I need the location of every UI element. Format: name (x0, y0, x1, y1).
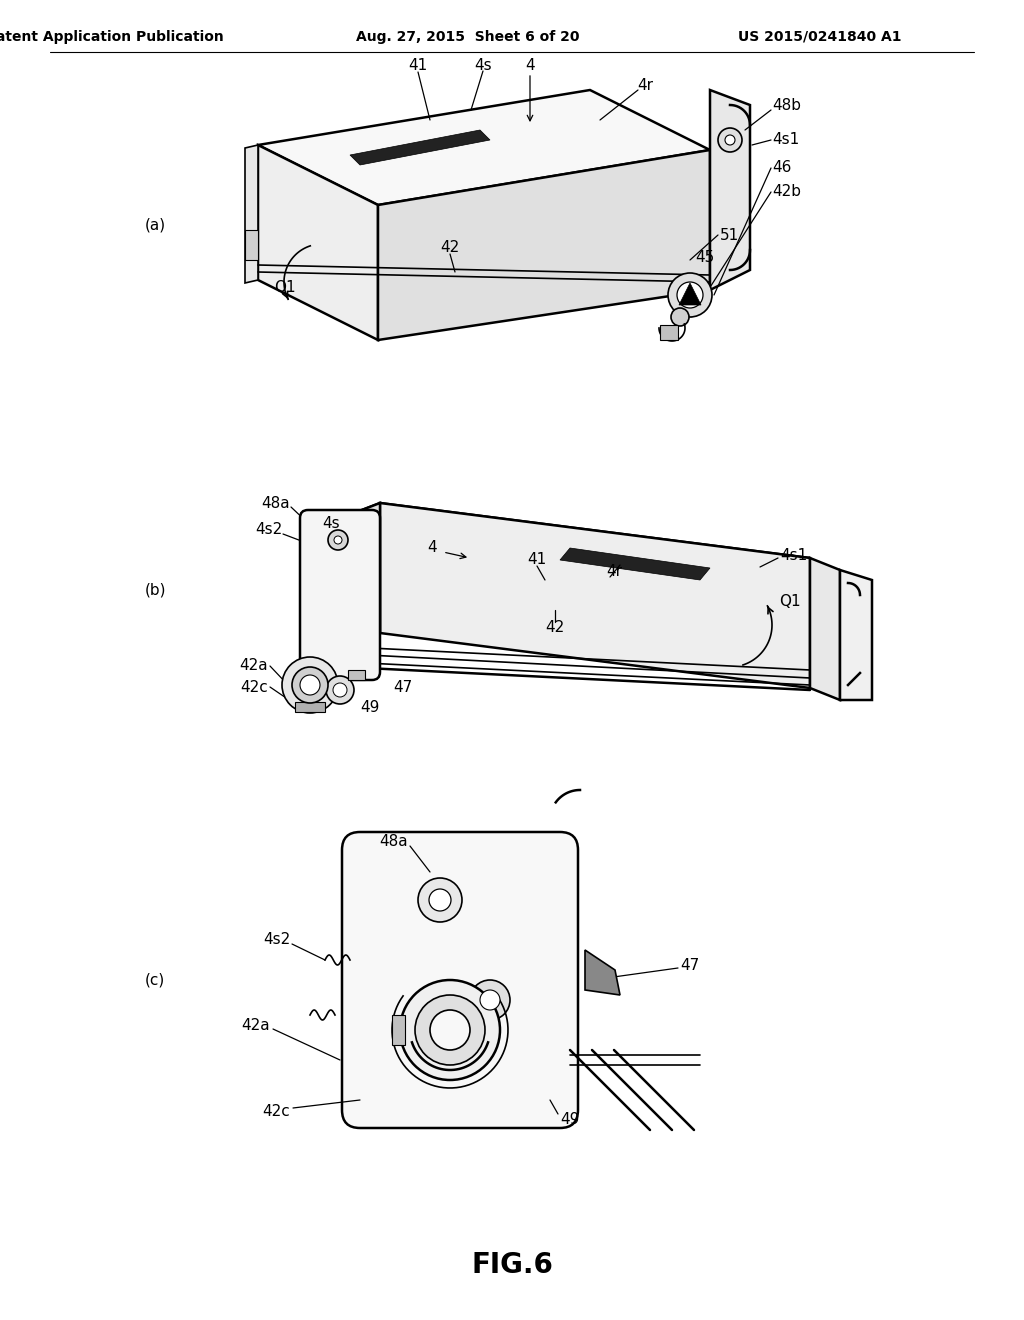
Text: US 2015/0241840 A1: US 2015/0241840 A1 (738, 30, 902, 44)
Polygon shape (380, 503, 810, 688)
Circle shape (668, 273, 712, 317)
Polygon shape (710, 90, 750, 290)
Polygon shape (245, 230, 258, 260)
Circle shape (333, 682, 347, 697)
Polygon shape (679, 282, 701, 305)
Text: 46: 46 (772, 161, 792, 176)
Circle shape (677, 282, 703, 308)
FancyBboxPatch shape (300, 510, 380, 680)
Text: 42c: 42c (241, 680, 268, 694)
Circle shape (480, 990, 500, 1010)
Polygon shape (310, 503, 810, 585)
Text: (b): (b) (144, 582, 166, 598)
Text: 49: 49 (560, 1113, 580, 1127)
Polygon shape (350, 129, 490, 165)
Text: Patent Application Publication: Patent Application Publication (0, 30, 224, 44)
Polygon shape (348, 671, 365, 680)
Circle shape (300, 675, 319, 696)
Text: 4r: 4r (606, 565, 622, 579)
Text: 48a: 48a (261, 495, 290, 511)
Text: 48b: 48b (772, 98, 801, 112)
Text: Q1: Q1 (779, 594, 801, 610)
Polygon shape (810, 558, 840, 700)
Circle shape (725, 135, 735, 145)
Circle shape (671, 308, 689, 326)
Text: 4s2: 4s2 (263, 932, 290, 948)
Polygon shape (310, 503, 380, 660)
Circle shape (400, 979, 500, 1080)
Circle shape (415, 995, 485, 1065)
Text: FIG.6: FIG.6 (471, 1251, 553, 1279)
Text: 4s: 4s (474, 58, 492, 73)
Text: 42a: 42a (240, 659, 268, 673)
Polygon shape (585, 950, 620, 995)
Circle shape (718, 128, 742, 152)
Text: 51: 51 (720, 227, 739, 243)
Polygon shape (840, 570, 872, 700)
Text: (a): (a) (144, 218, 166, 232)
Text: 41: 41 (527, 553, 547, 568)
Text: 47: 47 (680, 957, 699, 973)
Text: 4s1: 4s1 (780, 548, 807, 562)
Text: 49: 49 (360, 700, 380, 714)
Circle shape (334, 536, 342, 544)
Circle shape (326, 676, 354, 704)
Polygon shape (245, 145, 258, 282)
Circle shape (282, 657, 338, 713)
Circle shape (292, 667, 328, 704)
Text: 4s1: 4s1 (772, 132, 800, 148)
FancyBboxPatch shape (342, 832, 578, 1129)
Circle shape (430, 1010, 470, 1049)
Polygon shape (560, 548, 710, 579)
Text: 4r: 4r (637, 78, 653, 92)
Text: 42: 42 (440, 240, 460, 256)
Text: 42c: 42c (262, 1105, 290, 1119)
Text: Aug. 27, 2015  Sheet 6 of 20: Aug. 27, 2015 Sheet 6 of 20 (356, 30, 580, 44)
Text: 47: 47 (393, 681, 413, 696)
Text: 42a: 42a (242, 1018, 270, 1032)
Text: 42b: 42b (772, 185, 801, 199)
Text: Q1: Q1 (274, 280, 296, 294)
Text: 4: 4 (427, 540, 437, 554)
Text: 41: 41 (409, 58, 428, 73)
Text: 45: 45 (695, 249, 715, 264)
Circle shape (429, 888, 451, 911)
Polygon shape (258, 90, 710, 205)
Text: (c): (c) (144, 973, 165, 987)
Circle shape (328, 531, 348, 550)
Polygon shape (392, 1015, 406, 1045)
Polygon shape (378, 150, 710, 341)
Circle shape (470, 979, 510, 1020)
Polygon shape (295, 702, 325, 711)
Text: 4: 4 (525, 58, 535, 73)
Text: 4s2: 4s2 (255, 523, 282, 537)
Text: 48a: 48a (379, 834, 408, 850)
Text: 42: 42 (546, 620, 564, 635)
Polygon shape (310, 520, 370, 671)
Polygon shape (660, 325, 678, 341)
Text: 4s: 4s (323, 516, 340, 532)
Polygon shape (258, 145, 378, 341)
Circle shape (418, 878, 462, 921)
